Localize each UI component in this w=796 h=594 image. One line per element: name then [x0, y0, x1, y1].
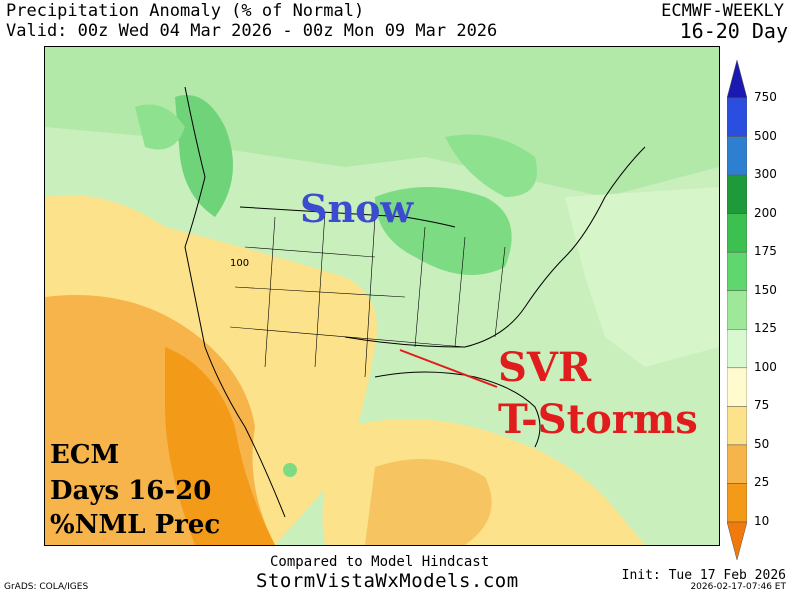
grads-credit: GrADS: COLA/IGES — [4, 582, 89, 592]
pacific-coastline — [184, 86, 286, 518]
color-scale-level-label: 125 — [754, 321, 777, 336]
forecast-period: 16-20 Day — [679, 19, 788, 43]
map-title: Precipitation Anomaly (% of Normal) — [6, 1, 365, 21]
init-time: Init: Tue 17 Feb 2026 — [621, 568, 786, 583]
days-label: Days 16-20 — [50, 476, 212, 506]
color-scale-level-label: 750 — [754, 90, 777, 104]
color-scale-level-label: 175 — [754, 244, 777, 259]
tstorms-annotation: T-Storms — [498, 396, 698, 443]
state-boundaries — [229, 211, 506, 378]
precipitation-anomaly-map: 100 — [44, 46, 720, 546]
color-scale-swatch — [727, 97, 747, 137]
compared-text: Compared to Model Hindcast — [270, 554, 490, 570]
canada-wet-region — [45, 47, 719, 197]
color-scale-swatch — [727, 213, 747, 253]
model-name: ECMWF-WEEKLY — [661, 1, 784, 21]
color-scale-level-label: 50 — [754, 436, 770, 451]
great-lakes-wet-zone — [375, 187, 512, 275]
color-scale-swatch — [727, 329, 747, 369]
site-url: StormVistaWxModels.com — [256, 570, 519, 592]
atlantic-region — [565, 187, 719, 367]
color-scale-swatch — [727, 483, 747, 523]
color-scale-swatch — [727, 367, 747, 407]
color-scale-swatch — [727, 521, 747, 560]
pacific-northwest-wet-zone — [175, 95, 233, 217]
gulf-coastline — [374, 371, 541, 448]
color-scale-level-label: 100 — [754, 359, 777, 374]
color-scale-swatch — [727, 136, 747, 176]
gulf-drier-zone — [365, 459, 492, 545]
svr-pointer-line — [399, 349, 498, 388]
color-scale-level-label: 200 — [754, 205, 777, 220]
valid-period-text: Valid: 00z Wed 04 Mar 2026 - 00z Mon 09 … — [6, 21, 498, 41]
timestamp: 2026-02-17-07:46 ET — [690, 582, 786, 592]
color-scale-swatch — [727, 290, 747, 330]
atlantic-coastline — [344, 146, 646, 348]
nml-prec-label: %NML Prec — [50, 510, 221, 540]
color-scale-swatch — [727, 174, 747, 214]
color-scale-swatch — [727, 406, 747, 446]
color-scale-level-label: 10 — [754, 514, 770, 528]
color-scale-bar — [727, 60, 747, 560]
contour-label-100: 100 — [230, 258, 249, 269]
svr-annotation: SVR — [498, 344, 592, 391]
color-scale-level-label: 500 — [754, 128, 777, 143]
color-scale-swatch — [727, 60, 747, 99]
hudson-wet-zone — [445, 134, 537, 197]
ecm-label: ECM — [50, 440, 120, 470]
color-scale-swatch — [727, 444, 747, 484]
color-scale-level-label: 75 — [754, 398, 770, 413]
color-scale-level-label: 150 — [754, 282, 777, 297]
color-scale-swatch — [727, 251, 747, 291]
driest-baja-region — [165, 347, 275, 545]
color-scale-level-label: 300 — [754, 167, 777, 182]
wet-spot-mexico — [283, 463, 297, 477]
alaska-wet-zone — [135, 104, 185, 150]
snow-annotation: Snow — [300, 186, 414, 231]
color-scale-level-label: 25 — [754, 475, 770, 490]
us-canada-border — [239, 206, 456, 228]
